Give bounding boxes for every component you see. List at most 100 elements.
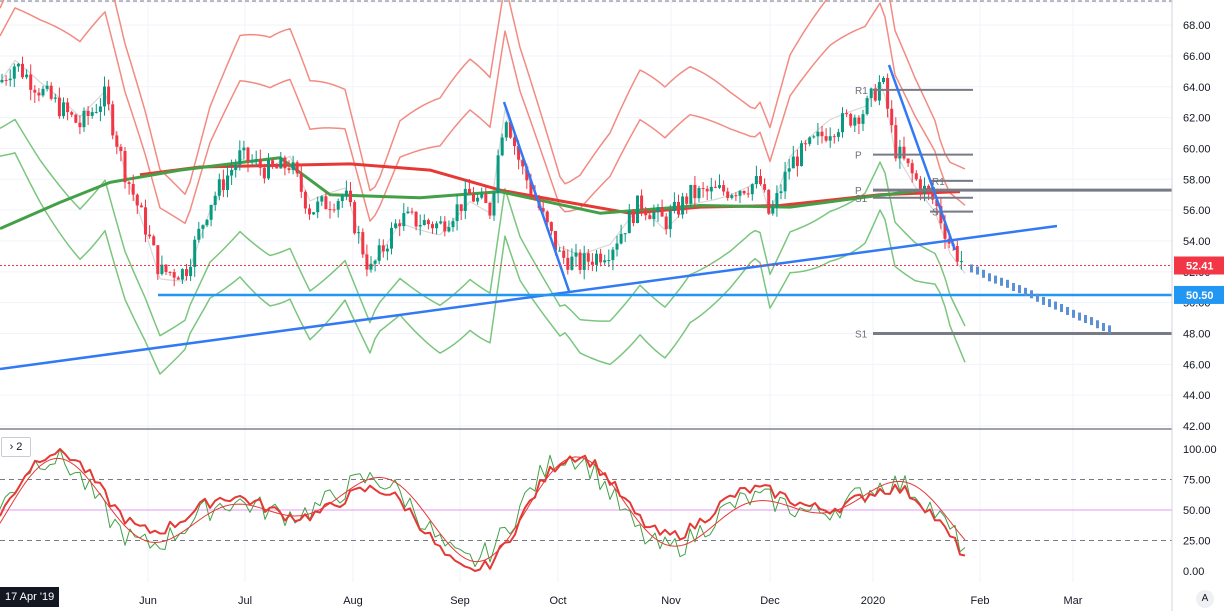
candle-body: [500, 137, 504, 156]
candle-body: [353, 202, 357, 234]
pivot-label: R1: [855, 86, 868, 97]
falling-trendline-1: [502, 101, 571, 292]
candle-body: [623, 233, 627, 235]
candle-body: [771, 207, 775, 214]
candle-body: [180, 269, 184, 280]
price-tick-label: 46.00: [1183, 359, 1211, 371]
forecast-bar: [1090, 317, 1093, 326]
forecast-bar: [1054, 301, 1057, 310]
candle-body: [894, 125, 898, 159]
forecast-bar: [1006, 279, 1009, 288]
candle-body: [927, 185, 931, 191]
candle-body: [201, 225, 205, 229]
candle-body: [312, 212, 316, 215]
candle-body: [246, 147, 250, 162]
stoch-smooth: [0, 448, 966, 572]
price-tick-label: 58.00: [1183, 174, 1211, 186]
candle-body: [103, 86, 106, 107]
candle-body: [390, 227, 393, 249]
candle-body: [131, 183, 135, 195]
candle-body: [750, 184, 754, 195]
support-price-tag-text: 50.50: [1186, 290, 1214, 302]
candle-body: [287, 168, 291, 171]
ma-green: [0, 156, 936, 230]
candle-body: [783, 171, 787, 192]
auto-scale-button[interactable]: A: [1196, 590, 1214, 608]
candle-body: [816, 131, 820, 137]
candle-body: [94, 111, 98, 113]
candle-body: [316, 201, 320, 213]
candle-body: [742, 190, 746, 194]
forecast-bar: [976, 266, 979, 275]
candle-body: [873, 88, 877, 101]
candle-body: [775, 193, 779, 208]
forecast-bar: [1042, 296, 1045, 305]
candle-body: [529, 180, 533, 195]
candle-body: [217, 179, 221, 196]
rising-trendline: [0, 224, 1058, 371]
candle-body: [230, 170, 234, 176]
candle-body: [250, 161, 254, 163]
forecast-bar: [970, 264, 973, 273]
trend-lines[interactable]: [0, 64, 1172, 371]
candle-body: [861, 114, 865, 124]
pane-badge[interactable]: › 2: [1, 437, 31, 457]
candle-body: [918, 179, 922, 194]
candle-body: [98, 106, 102, 112]
stoch-d: [0, 456, 966, 563]
pivot-label: S1: [855, 329, 868, 340]
candle-body: [562, 250, 566, 258]
candle-body: [463, 188, 467, 211]
candle-body: [422, 220, 426, 226]
candle-body: [853, 117, 857, 126]
candle-body: [935, 199, 939, 206]
candle-body: [734, 195, 738, 197]
forecast-bar: [988, 273, 991, 282]
candle-body: [820, 131, 824, 137]
candle-body: [644, 209, 648, 216]
candle-body: [693, 184, 697, 199]
candle-body: [57, 97, 61, 117]
candle-body: [394, 223, 398, 228]
pivot-label: S1: [855, 194, 868, 205]
candle-body: [234, 164, 238, 171]
time-tick-label: 2020: [861, 595, 885, 607]
time-tick-label: Aug: [343, 595, 363, 607]
moving-averages: [0, 156, 961, 230]
candle-body: [439, 221, 443, 224]
candle-body: [722, 185, 726, 192]
candle-body: [213, 195, 217, 205]
candle-body: [209, 204, 213, 220]
candle-body: [787, 168, 791, 172]
forecast-bar: [1012, 283, 1015, 292]
candles[interactable]: [0, 56, 963, 287]
candle-body: [33, 89, 37, 93]
candle-body: [664, 216, 668, 230]
crosshair-date-label: 17 Apr '19: [0, 587, 60, 607]
candle-body: [640, 195, 644, 210]
candle-body: [541, 208, 545, 212]
candle-body: [176, 277, 180, 280]
candle-body: [808, 137, 812, 144]
candle-body: [299, 173, 303, 192]
candle-body: [74, 114, 78, 123]
candle-body: [615, 243, 619, 250]
candle-body: [656, 207, 660, 213]
time-tick-label: Feb: [971, 595, 990, 607]
candle-body: [78, 122, 82, 128]
candle-body: [295, 162, 299, 174]
bb-lower-inner: [0, 118, 966, 337]
candle-body: [869, 88, 873, 99]
candle-body: [86, 110, 90, 116]
time-tick-label: Jun: [139, 595, 157, 607]
candle-body: [324, 196, 328, 210]
candle-body: [525, 166, 529, 181]
candle-body: [156, 245, 160, 275]
candle-body: [545, 211, 549, 223]
candle-body: [254, 159, 258, 162]
candle-body: [570, 256, 574, 270]
forecast-bar: [1096, 320, 1099, 329]
candle-body: [619, 233, 623, 244]
